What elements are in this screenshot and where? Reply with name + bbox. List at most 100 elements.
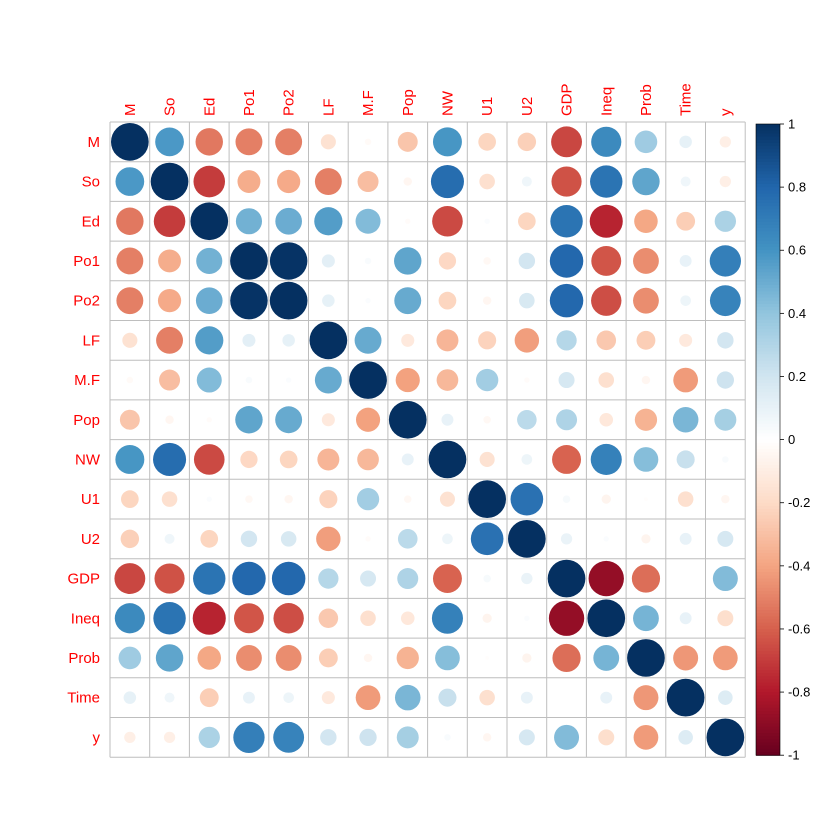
correlation-circle xyxy=(428,440,467,479)
correlation-circle xyxy=(679,532,692,545)
correlation-circle xyxy=(316,526,341,552)
colorbar-segment xyxy=(756,133,780,138)
correlation-circle xyxy=(233,721,265,754)
correlation-circle xyxy=(363,653,373,663)
colorbar-segment xyxy=(756,594,780,598)
colorbar-segment xyxy=(756,644,780,649)
correlation-circle xyxy=(394,247,422,275)
colorbar-segment xyxy=(756,458,780,463)
correlation-circle xyxy=(482,296,492,305)
correlation-circle xyxy=(233,603,264,634)
colorbar-segment xyxy=(756,550,780,554)
colorbar-segment xyxy=(756,237,780,242)
colorbar-segment xyxy=(756,433,780,438)
colorbar-segment xyxy=(756,392,780,397)
correlation-circle xyxy=(598,729,615,746)
correlation-circle xyxy=(436,369,459,391)
column-label: y xyxy=(717,108,734,116)
column-label: Pop xyxy=(400,89,417,116)
colorbar-segment xyxy=(756,726,780,731)
correlation-circle xyxy=(633,248,659,274)
correlation-circle xyxy=(199,688,219,708)
correlation-circle xyxy=(556,330,577,351)
colorbar-segment xyxy=(756,673,780,677)
colorbar-segment xyxy=(756,278,780,283)
row-label: Prob xyxy=(68,650,100,667)
colorbar-segment xyxy=(756,471,780,475)
correlation-circle xyxy=(318,608,339,629)
colorbar-segment xyxy=(756,382,780,387)
correlation-circle xyxy=(714,408,737,431)
correlation-circle xyxy=(521,572,533,585)
correlation-circle xyxy=(633,605,659,632)
correlation-circle xyxy=(320,729,337,746)
correlation-circle xyxy=(154,563,185,594)
row-label: LF xyxy=(82,332,100,349)
correlation-circle xyxy=(709,285,741,317)
colorbar-segment xyxy=(756,733,780,737)
correlation-circle xyxy=(514,328,540,353)
colorbar-segment xyxy=(756,127,780,131)
correlation-circle xyxy=(275,128,303,156)
colorbar-segment xyxy=(756,408,780,412)
correlation-circle xyxy=(161,491,178,507)
correlation-circle xyxy=(558,372,575,389)
row-label: Po2 xyxy=(73,293,100,310)
colorbar-segment xyxy=(756,679,780,684)
colorbar-segment xyxy=(756,616,780,621)
correlation-circle xyxy=(235,128,263,156)
correlation-circle xyxy=(126,376,134,384)
correlation-circle xyxy=(672,406,699,433)
column-label: Po2 xyxy=(281,89,298,116)
correlation-circle xyxy=(601,494,611,504)
colorbar-segment xyxy=(756,752,780,756)
colorbar-segment xyxy=(756,139,780,144)
colorbar-segment xyxy=(756,411,780,415)
colorbar-segment xyxy=(756,341,780,346)
colorbar-segment xyxy=(756,717,780,722)
correlation-circle xyxy=(193,444,225,475)
correlation-circle xyxy=(322,294,335,307)
colorbar-segment xyxy=(756,196,780,201)
colorbar-segment xyxy=(756,158,780,163)
correlation-circle xyxy=(596,330,617,351)
correlation-circle xyxy=(593,645,620,671)
correlation-circle xyxy=(676,450,695,469)
row-label: U1 xyxy=(81,491,100,508)
colorbar-segment xyxy=(756,575,780,580)
column-label: NW xyxy=(439,90,456,116)
correlation-circle xyxy=(478,133,496,151)
correlation-circle xyxy=(240,530,258,548)
colorbar-tick-label: 0 xyxy=(788,432,795,447)
colorbar-segment xyxy=(756,247,780,251)
correlation-circle xyxy=(709,245,742,277)
colorbar-segment xyxy=(756,206,780,210)
colorbar-segment xyxy=(756,187,780,191)
correlation-circle xyxy=(153,442,187,476)
colorbar-segment xyxy=(756,480,780,485)
correlation-circle xyxy=(318,648,338,668)
colorbar-segment xyxy=(756,310,780,314)
colorbar-segment xyxy=(756,660,780,665)
correlation-circle xyxy=(484,218,490,224)
colorbar-segment xyxy=(756,654,780,658)
colorbar-segment xyxy=(756,742,780,747)
correlation-circle xyxy=(396,646,419,670)
colorbar-segment xyxy=(756,149,780,154)
colorbar-segment xyxy=(756,307,780,311)
colorbar-segment xyxy=(756,171,780,176)
colorbar-segment xyxy=(756,666,780,671)
column-label: LF xyxy=(320,98,337,116)
correlation-circles xyxy=(111,123,745,757)
correlation-circle xyxy=(432,564,462,594)
colorbar-segment xyxy=(756,420,780,425)
colorbar-segment xyxy=(756,499,780,504)
colorbar-segment xyxy=(756,224,780,229)
colorbar-segment xyxy=(756,474,780,479)
colorbar-segment xyxy=(756,442,780,447)
colorbar-segment xyxy=(756,628,780,633)
colorbar-segment xyxy=(756,707,780,712)
correlation-circle xyxy=(431,602,463,634)
correlation-circle xyxy=(314,366,342,394)
colorbar-segment xyxy=(756,603,780,608)
